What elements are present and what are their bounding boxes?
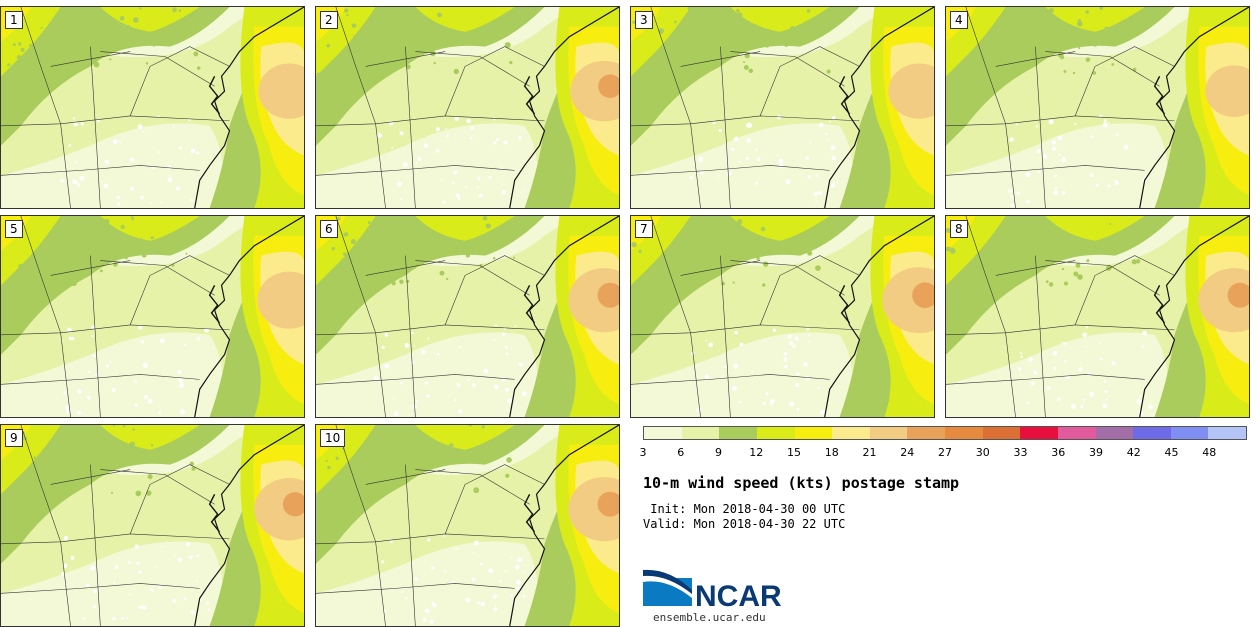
colorbar-segment [644, 427, 682, 439]
stamp-panel-2: 2 [315, 6, 620, 209]
colorbar-segment [945, 427, 983, 439]
colorbar-tick-label: 6 [677, 446, 685, 459]
colorbar-segment [869, 427, 908, 439]
colorbar-segment [1057, 427, 1096, 439]
colorbar-segment [756, 427, 795, 439]
wind-field-map [946, 216, 1249, 417]
colorbar-tick-label: 9 [715, 446, 722, 459]
stamp-panel-4: 4 [945, 6, 1250, 209]
stamp-panel-7: 7 [630, 215, 935, 418]
wind-field-map [316, 425, 619, 626]
colorbar-tick-label: 42 [1126, 446, 1141, 459]
colorbar-tick-label: 30 [975, 446, 990, 459]
colorbar-ticks: 3 6 9 12 15 18 21 24 27 30 33 36 39 42 45 48 [639, 446, 1247, 460]
stamp-panel-5: 5 [0, 215, 305, 418]
colorbar-tick-label: 45 [1164, 446, 1179, 459]
colorbar-tick-label: 36 [1051, 446, 1066, 459]
stamp-panel-3: 3 [630, 6, 935, 209]
colorbar-segment [907, 427, 945, 439]
colorbar-segment [982, 427, 1021, 439]
colorbar-segment [832, 427, 870, 439]
wind-field-map [1, 216, 304, 417]
logo-url: ensemble.ucar.edu [653, 611, 766, 624]
panel-number: 10 [320, 429, 346, 447]
panel-number: 5 [5, 220, 23, 238]
colorbar [643, 426, 1247, 440]
colorbar-segment [1170, 427, 1209, 439]
wind-field-map [946, 7, 1249, 208]
wind-field-map [1, 7, 304, 208]
panel-number: 2 [320, 11, 338, 29]
stamp-panel-9: 9 [0, 424, 305, 627]
wind-field-map [1, 425, 304, 626]
stamp-panel-1: 1 [0, 6, 305, 209]
panel-number: 4 [950, 11, 968, 29]
panel-number: 6 [320, 220, 338, 238]
colorbar-tick-label: 33 [1013, 446, 1028, 459]
colorbar-tick-label: 3 [639, 446, 647, 459]
panel-number: 7 [635, 220, 653, 238]
colorbar-segment [794, 427, 833, 439]
wind-field-map [631, 216, 934, 417]
wind-field-map [316, 216, 619, 417]
colorbar-tick-label: 24 [900, 446, 915, 459]
colorbar-segment [1020, 427, 1058, 439]
init-time: Init: Mon 2018-04-30 00 UTC [643, 502, 846, 516]
ncar-logo-icon: NCAR [643, 569, 782, 613]
colorbar-segment [1133, 427, 1171, 439]
stamp-panel-10: 10 [315, 424, 620, 627]
stamp-panel-6: 6 [315, 215, 620, 418]
colorbar-tick-label: 39 [1089, 446, 1103, 459]
wind-field-map [316, 7, 619, 208]
panel-number: 1 [5, 11, 23, 29]
plot-title: 10-m wind speed (kts) postage stamp [643, 474, 960, 492]
logo-text: NCAR [695, 580, 782, 613]
stamp-panel-8: 8 [945, 215, 1250, 418]
colorbar-tick-label: 21 [862, 446, 877, 459]
panel-number: 3 [635, 11, 653, 29]
colorbar-segment [1208, 427, 1246, 439]
valid-time: Valid: Mon 2018-04-30 22 UTC [643, 517, 846, 531]
colorbar-segment [1095, 427, 1134, 439]
colorbar-tick-label: 27 [938, 446, 952, 459]
colorbar-tick-label: 48 [1202, 446, 1217, 459]
panel-number: 9 [5, 429, 23, 447]
panel-number: 8 [950, 220, 968, 238]
colorbar-segment [719, 427, 757, 439]
colorbar-segment [681, 427, 720, 439]
wind-field-map [631, 7, 934, 208]
colorbar-tick-label: 12 [749, 446, 764, 459]
colorbar-tick-label: 18 [824, 446, 839, 459]
colorbar-tick-label: 15 [787, 446, 801, 459]
